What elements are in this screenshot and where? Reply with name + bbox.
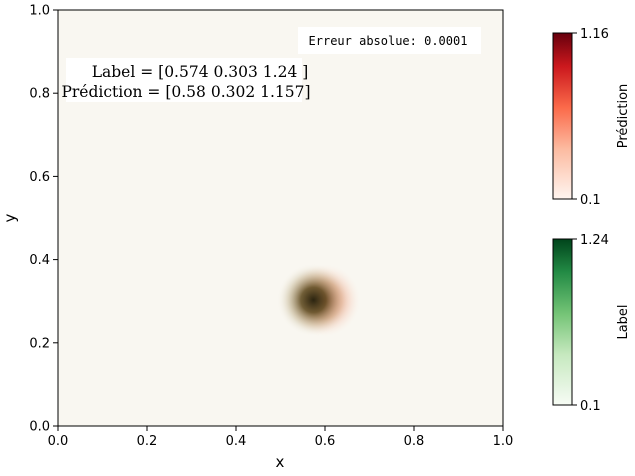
error-annotation: Erreur absolue: 0.0001 (309, 34, 468, 48)
label-colorbar (552, 238, 573, 406)
label-colorbar-min-label: 0.1 (580, 399, 601, 414)
prediction-annotation: Prédiction = [0.58 0.302 1.157] (61, 83, 310, 101)
y-tick-label: 0.6 (29, 170, 50, 185)
x-tick-label: 0.0 (48, 434, 69, 449)
x-tick-label: 0.8 (404, 434, 425, 449)
prediction-colorbar-min-label: 0.1 (580, 193, 601, 208)
y-tick-label: 0.4 (29, 253, 50, 268)
x-axis-ticks: 0.0 0.2 0.4 0.6 0.8 1.0 (48, 426, 514, 449)
prediction-colorbar-title: Prédiction (616, 84, 631, 149)
y-tick-label: 1.0 (29, 4, 50, 19)
label-heat-blob (277, 263, 350, 336)
y-axis-ticks: 0.0 0.2 0.4 0.6 0.8 1.0 (29, 4, 58, 435)
x-tick-label: 1.0 (493, 434, 514, 449)
plot-frame (57, 9, 504, 427)
prediction-colorbar-max-label: 1.16 (580, 27, 609, 42)
y-tick-label: 0.0 (29, 420, 50, 435)
prediction-colorbar (552, 32, 573, 200)
y-axis-label: y (1, 213, 19, 222)
y-tick-label: 0.2 (29, 336, 50, 351)
y-tick-label: 0.8 (29, 87, 50, 102)
label-annotation-box (66, 58, 302, 102)
label-colorbar-title: Label (616, 304, 631, 339)
x-tick-label: 0.6 (315, 434, 336, 449)
x-tick-label: 0.4 (226, 434, 247, 449)
x-tick-label: 0.2 (137, 434, 158, 449)
x-axis-label: x (276, 453, 285, 471)
error-annotation-box (298, 27, 481, 54)
label-annotation: Label = [0.574 0.303 1.24 ] (92, 63, 309, 81)
label-colorbar-max-label: 1.24 (580, 233, 609, 248)
